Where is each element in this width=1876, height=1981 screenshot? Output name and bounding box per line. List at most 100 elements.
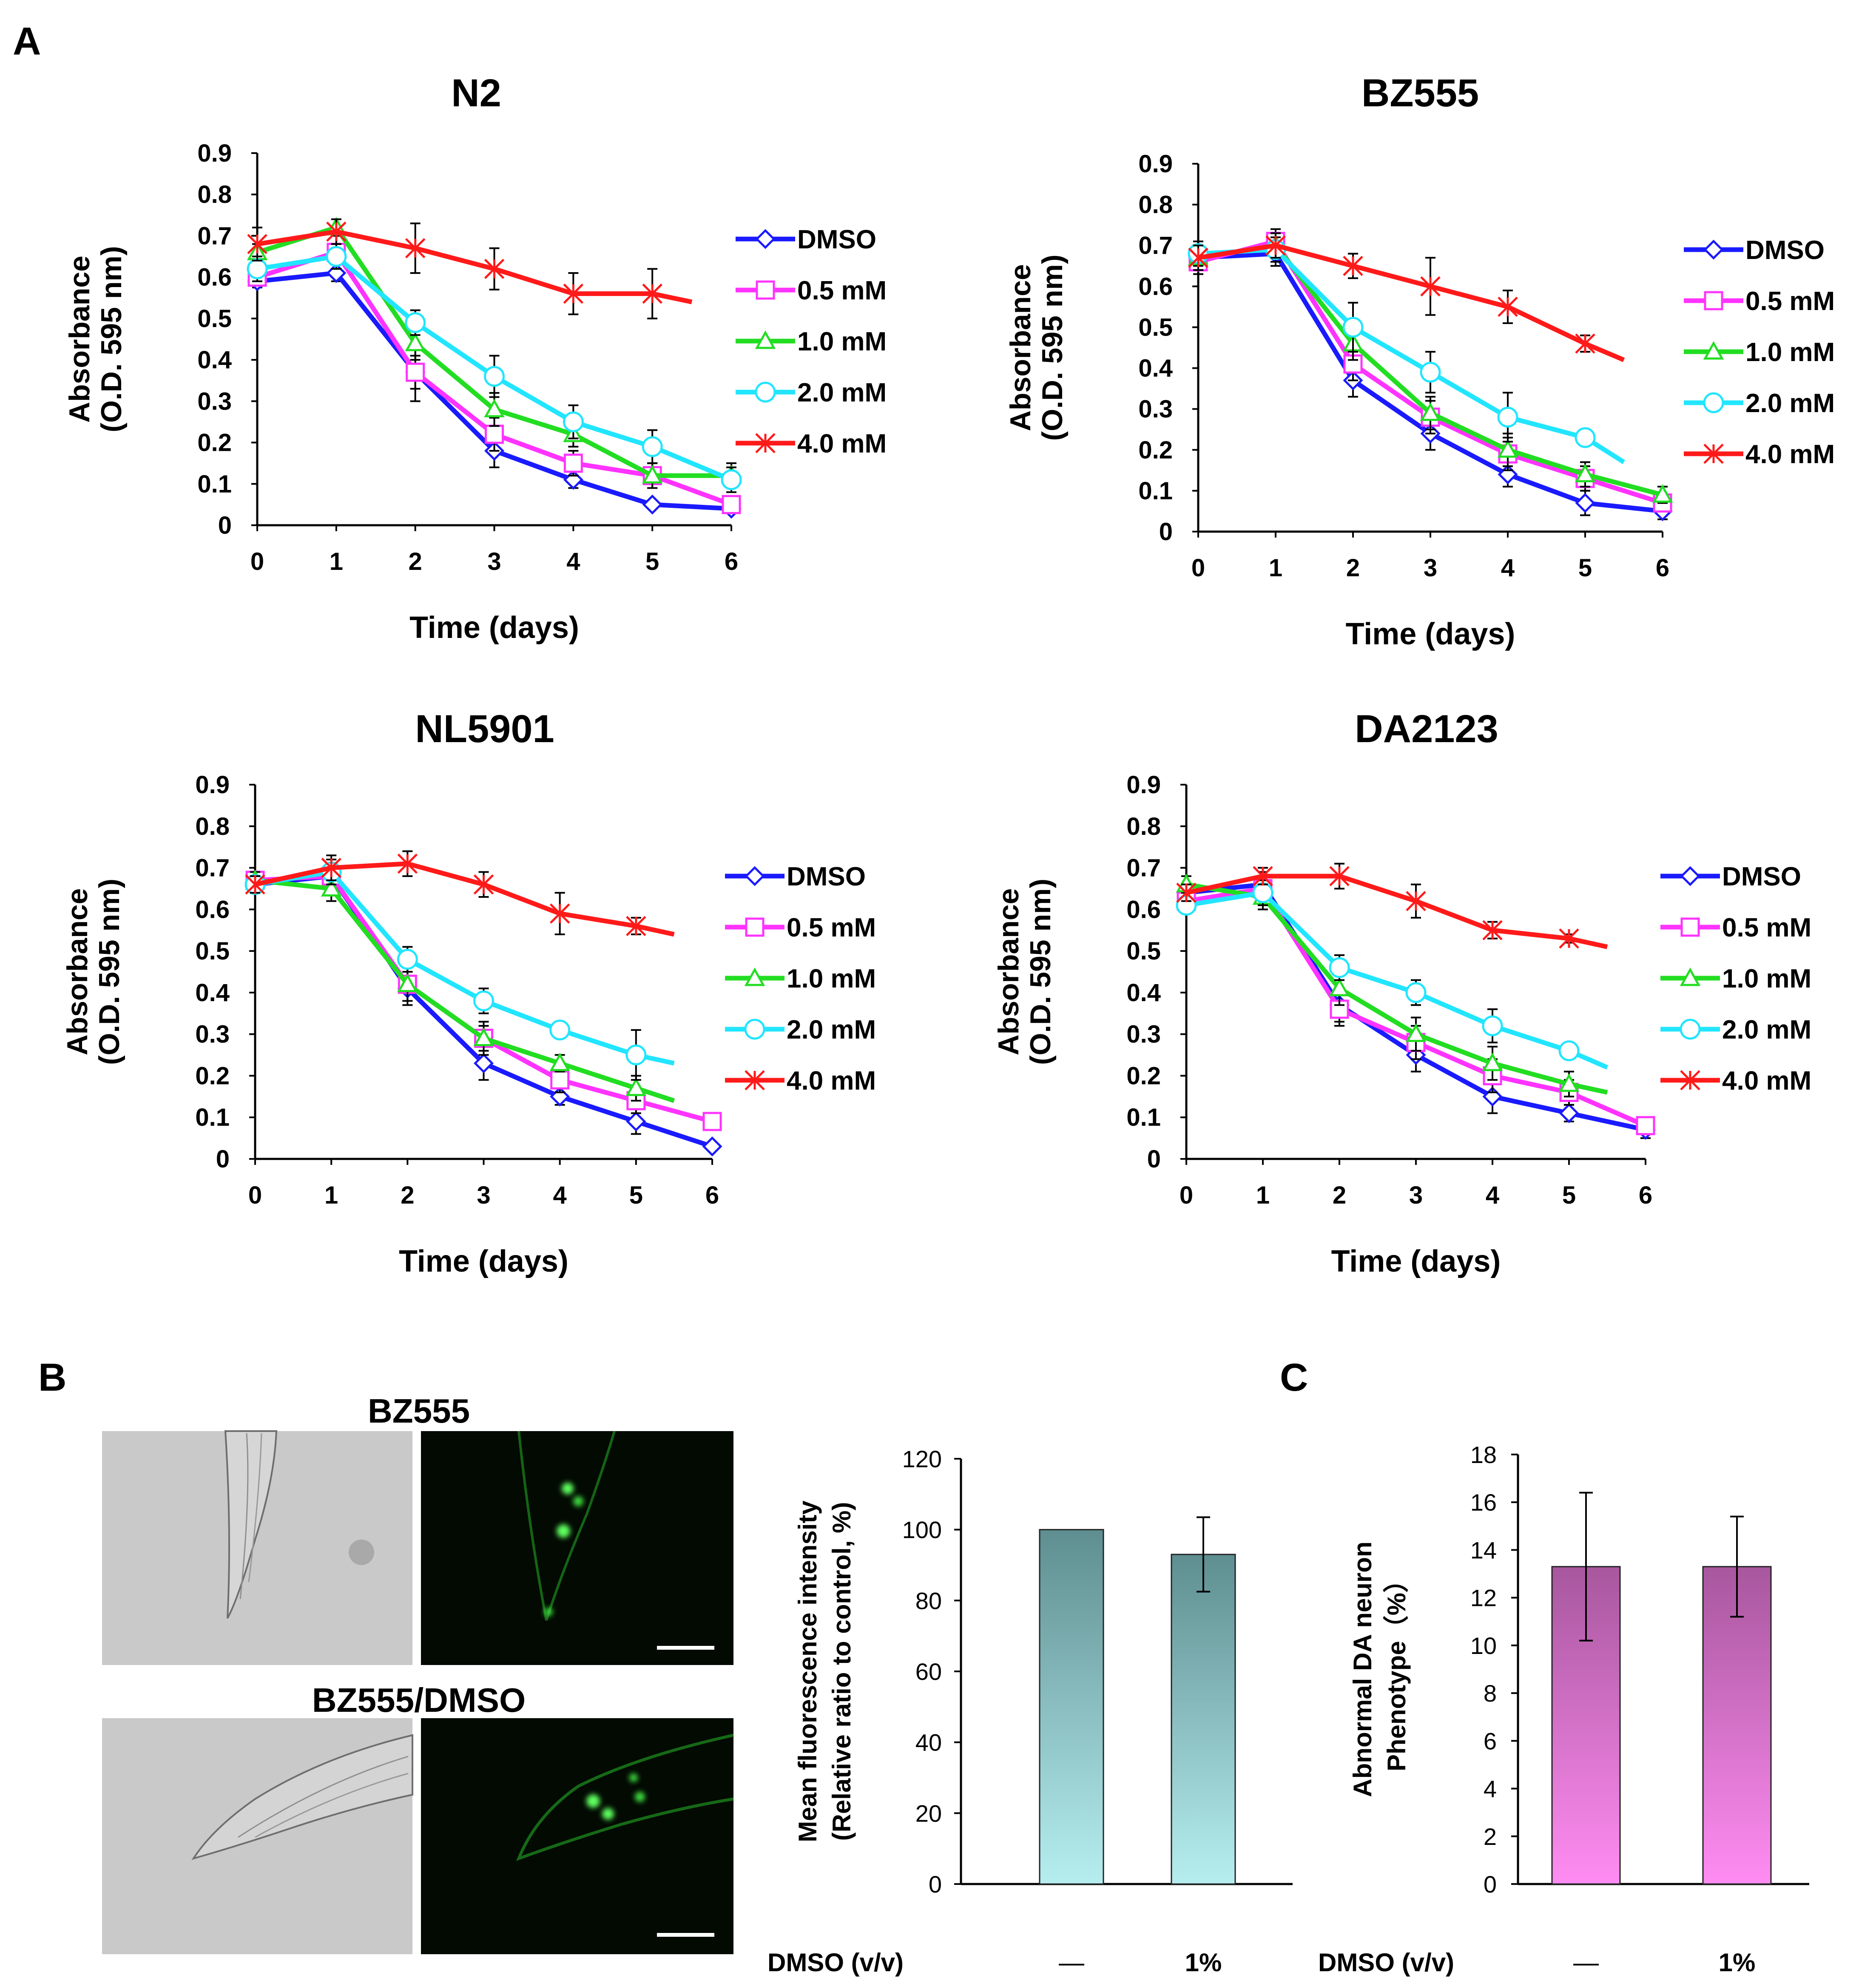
legend-marker — [1704, 291, 1723, 310]
data-point — [1329, 957, 1350, 978]
data-point — [1636, 1116, 1655, 1136]
category-label: 1% — [1719, 1948, 1756, 1977]
legend-marker — [755, 229, 776, 249]
y-tick-label: 16 — [1470, 1489, 1497, 1516]
data-point — [473, 1053, 494, 1073]
legend-item: 4.0 mM — [1660, 1066, 1811, 1096]
y-tick-label: 14 — [1470, 1537, 1497, 1563]
x-tick-label: 0 — [1180, 1181, 1193, 1209]
data-point — [245, 874, 265, 895]
series-4-0-mm — [245, 850, 675, 937]
chart-da2123: DA2123 0 0.1 0.2 0.3 0.4 0.5 0.6 0.7 0.8 0.9 0 1 2 3 4 5… — [992, 707, 1811, 1278]
data-point — [625, 1077, 647, 1096]
chart-nl5901: NL5901 0 0.1 0.2 0.3 0.4 0.5 0.6 0.7 0.8 0.9 0 1 2 3 4 5… — [61, 707, 876, 1278]
data-point — [1343, 354, 1363, 374]
data-point — [1343, 256, 1363, 276]
data-point — [397, 949, 418, 970]
data-point — [1176, 882, 1197, 903]
y-tick-label: 0.7 — [1126, 854, 1161, 882]
x-tick-label: 3 — [487, 548, 501, 575]
category-label: — — [1059, 1948, 1084, 1977]
y-tick-label: 0.2 — [1126, 1062, 1161, 1090]
legend-marker — [756, 280, 775, 300]
y-tick-label: 0.5 — [1138, 313, 1173, 341]
legend-marker — [1703, 341, 1724, 360]
y-tick-label: 0.4 — [197, 346, 232, 374]
data-point — [721, 469, 742, 490]
x-tick-label: 6 — [725, 548, 738, 575]
y-axis-label-line2: Phenotype（%） — [1382, 1567, 1411, 1771]
y-axis-label-line2: (O.D. 595 nm) — [93, 879, 125, 1065]
y-tick-label: 0 — [216, 1145, 230, 1173]
data-point — [1252, 882, 1273, 903]
data-point — [247, 234, 267, 254]
x-tick-label: 2 — [1346, 554, 1360, 582]
category-label: — — [1573, 1948, 1599, 1977]
legend-item: 0.5 mM — [736, 276, 887, 305]
legend-label: 0.5 mM — [1722, 913, 1811, 942]
data-point — [485, 424, 504, 444]
y-tick-label: 0.1 — [197, 470, 232, 498]
y-tick-label: 10 — [1470, 1632, 1497, 1659]
data-point — [247, 258, 268, 279]
data-point — [397, 973, 418, 992]
y-tick-label: 60 — [915, 1658, 942, 1685]
y-axis-label-line1: Abnormal DA neuron — [1348, 1541, 1377, 1797]
x-tick-label: 6 — [705, 1181, 719, 1209]
legend-label: DMSO — [797, 225, 876, 254]
y-axis-label-line2: (O.D. 595 nm) — [1036, 254, 1069, 441]
y-tick-label: 2 — [1484, 1823, 1497, 1850]
legend-item: 1.0 mM — [1660, 964, 1811, 993]
legend-marker — [1703, 444, 1724, 464]
data-point — [473, 1028, 494, 1046]
axes — [249, 784, 713, 1165]
x-axis-label: Time (days) — [1331, 1244, 1501, 1278]
panel-label-b: B — [38, 1356, 66, 1399]
y-tick-label: 0.6 — [197, 264, 232, 291]
chart-title: NL5901 — [415, 707, 554, 751]
legend-item: 2.0 mM — [1684, 389, 1835, 418]
legend-marker — [745, 1070, 765, 1090]
micrographs: BZ555 BZ555/DMSO — [102, 1392, 734, 1954]
data-point — [563, 453, 583, 473]
axes — [1192, 163, 1663, 538]
legend-marker — [1680, 917, 1700, 937]
data-point — [1482, 1015, 1503, 1036]
y-tick-label: 4 — [1484, 1776, 1497, 1802]
legend-label: 4.0 mM — [1745, 440, 1835, 469]
x-tick-label: 0 — [250, 548, 264, 575]
legend-label: DMSO — [1722, 862, 1801, 891]
legend-label: 2.0 mM — [787, 1015, 876, 1045]
data-point — [405, 333, 426, 351]
data-point — [484, 366, 505, 387]
data-point — [1559, 1103, 1579, 1123]
data-point — [326, 246, 347, 267]
x-tick-label: 4 — [566, 548, 580, 575]
y-axis-label-line1: Absorbance — [992, 888, 1025, 1056]
x-tick-label: 0 — [1191, 554, 1205, 582]
legend-label: 4.0 mM — [1722, 1066, 1811, 1096]
x-tick-label: 4 — [1501, 554, 1515, 582]
y-tick-label: 0.9 — [197, 139, 232, 167]
y-tick-label: 12 — [1470, 1585, 1497, 1611]
micrograph-row1-label: BZ555 — [368, 1392, 470, 1430]
legend-item: 4.0 mM — [1684, 440, 1835, 469]
y-tick-label: 0.1 — [195, 1104, 230, 1131]
legend-marker — [745, 866, 765, 886]
y-tick-label: 0.1 — [1138, 477, 1173, 505]
legend-item: DMSO — [725, 862, 866, 891]
y-tick-label: 0 — [1484, 1871, 1497, 1898]
data-point — [321, 878, 342, 897]
y-tick-label: 0.5 — [195, 937, 230, 965]
legend-item: 0.5 mM — [1684, 287, 1835, 316]
legend-marker — [1680, 1019, 1701, 1040]
panel-label-c: C — [1280, 1356, 1308, 1399]
legend-item: 1.0 mM — [736, 327, 887, 356]
legend-label: DMSO — [1745, 236, 1825, 265]
legend-item: 4.0 mM — [725, 1066, 876, 1096]
data-point — [642, 465, 663, 484]
data-point — [484, 259, 505, 279]
x-tick-label: 6 — [1639, 1181, 1652, 1209]
x-axis-label: Time (days) — [1346, 617, 1515, 651]
data-point — [1253, 866, 1273, 886]
